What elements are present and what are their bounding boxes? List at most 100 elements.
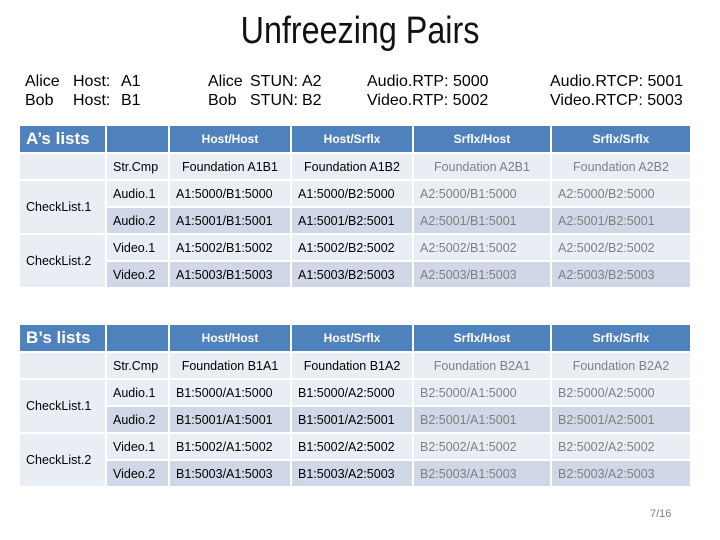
checklist-name: CheckList.1 — [18, 179, 107, 235]
pair-row: CheckList.1 Audio.1 B1:5000/A1:5000 B1:5000… — [18, 378, 692, 434]
info-value: A1 — [121, 73, 141, 90]
row-label: Audio.2 — [105, 405, 170, 434]
pair-cell: A1:5003/B2:5003 — [290, 260, 414, 289]
info-item: Audio.RTP: 5000 — [367, 73, 489, 91]
column-header: Srflx/Host — [412, 323, 552, 353]
column-header: Srflx/Srflx — [550, 124, 692, 154]
info-label: STUN: — [250, 73, 298, 90]
checklist-name: CheckList.2 — [18, 432, 107, 488]
foundation-cell: Foundation B1A1 — [168, 351, 292, 380]
info-text: Audio.RTCP: 5001 — [550, 73, 684, 90]
slide-title: Unfreezing Pairs — [240, 10, 480, 52]
pair-cell: B1:5001/A1:5001 — [168, 405, 292, 434]
info-name: Alice — [208, 73, 243, 90]
pair-cell: A2:5003/B1:5003 — [412, 260, 552, 289]
pair-cell: B2:5003/A2:5003 — [550, 459, 692, 488]
row-label: Str.Cmp — [105, 152, 170, 181]
header-row: B’s lists Host/Host Host/Srflx Srflx/Host Sr… — [18, 323, 692, 353]
pair-cell: A2:5003/B2:5003 — [550, 260, 692, 289]
foundation-cell: Foundation B2A2 — [550, 351, 692, 380]
info-text: Audio.RTP: 5000 — [367, 73, 489, 90]
blank-cell — [18, 351, 107, 380]
pair-cell: A1:5001/B2:5001 — [290, 206, 414, 235]
component-row: Str.Cmp Foundation A1B1 Foundation A1B2 Fou… — [18, 152, 692, 181]
header-blank — [105, 323, 170, 353]
table-title: A’s lists — [18, 124, 107, 154]
pair-cell: B1:5002/A1:5002 — [168, 432, 292, 461]
row-label: Video.2 — [105, 459, 170, 488]
column-header: Host/Srflx — [290, 124, 414, 154]
pair-row: CheckList.2 Video.1 A1:5002/B1:5002 A1:5002… — [18, 233, 692, 289]
info-label: Host: — [73, 92, 111, 109]
row-label: Video.2 — [105, 260, 170, 289]
pair-row: Video.2 B1:5003/A1:5003 B1:5003/A2:5003 B2:… — [19, 459, 692, 488]
column-header: Srflx/Host — [412, 124, 552, 154]
pair-cell: A2:5001/B2:5001 — [550, 206, 692, 235]
pair-cell: A2:5002/B2:5002 — [550, 233, 692, 262]
pair-cell: A1:5000/B2:5000 — [290, 179, 414, 208]
pair-cell: A2:5002/B1:5002 — [412, 233, 552, 262]
info-value: A2 — [302, 73, 322, 90]
table-title: B’s lists — [18, 323, 107, 353]
pair-cell: B1:5002/A2:5002 — [290, 432, 414, 461]
info-item: Alice Host: A1 — [25, 73, 141, 91]
info-value: B1 — [121, 92, 141, 109]
pair-cell: B1:5003/A2:5003 — [290, 459, 414, 488]
page-number: 7/16 — [650, 508, 672, 520]
foundation-cell: Foundation A2B1 — [412, 152, 552, 181]
row-label: Audio.1 — [105, 378, 170, 407]
foundation-cell: Foundation A1B2 — [290, 152, 414, 181]
info-item: Bob STUN: B2 — [208, 92, 322, 110]
pair-cell: A2:5000/B2:5000 — [550, 179, 692, 208]
info-item: Video.RTP: 5002 — [367, 92, 488, 110]
foundation-cell: Foundation A2B2 — [550, 152, 692, 181]
row-label: Video.1 — [105, 432, 170, 461]
row-label: Audio.1 — [105, 179, 170, 208]
foundation-cell: Foundation B2A1 — [412, 351, 552, 380]
pair-cell: B1:5003/A1:5003 — [168, 459, 292, 488]
info-item: Video.RTCP: 5003 — [550, 92, 683, 110]
column-header: Host/Host — [168, 323, 292, 353]
checklist-name: CheckList.2 — [18, 233, 107, 289]
pair-cell: A1:5000/B1:5000 — [168, 179, 292, 208]
pair-cell: B2:5000/A1:5000 — [412, 378, 552, 407]
pair-row: Audio.2 A1:5001/B1:5001 A1:5001/B2:5001 A2:… — [19, 206, 692, 235]
list-table: A’s lists Host/Host Host/Srflx Srflx/Host Sr… — [18, 124, 692, 289]
info-item: Audio.RTCP: 5001 — [550, 73, 683, 91]
pair-cell: B1:5000/A1:5000 — [168, 378, 292, 407]
pair-cell: B1:5001/A2:5001 — [290, 405, 414, 434]
info-label: STUN: — [250, 92, 298, 109]
foundation-cell: Foundation A1B1 — [168, 152, 292, 181]
header-row: A’s lists Host/Host Host/Srflx Srflx/Host Sr… — [18, 124, 692, 154]
foundation-cell: Foundation B1A2 — [290, 351, 414, 380]
pair-cell: A1:5003/B1:5003 — [168, 260, 292, 289]
row-label: Audio.2 — [105, 206, 170, 235]
pair-cell: B2:5003/A1:5003 — [412, 459, 552, 488]
row-label: Video.1 — [105, 233, 170, 262]
info-text: Video.RTP: 5002 — [367, 92, 489, 109]
pair-cell: A1:5001/B1:5001 — [168, 206, 292, 235]
info-text: Video.RTCP: 5003 — [550, 92, 683, 109]
info-item: Bob Host: B1 — [25, 92, 141, 110]
info-name: Bob — [25, 92, 54, 109]
pair-cell: A1:5002/B1:5002 — [168, 233, 292, 262]
pair-cell: B2:5001/A1:5001 — [412, 405, 552, 434]
component-row: Str.Cmp Foundation B1A1 Foundation B1A2 Fou… — [18, 351, 692, 380]
pair-row: CheckList.2 Video.1 B1:5002/A1:5002 B1:5002… — [18, 432, 692, 488]
pair-cell: B2:5002/A2:5002 — [550, 432, 692, 461]
pair-cell: B1:5000/A2:5000 — [290, 378, 414, 407]
info-name: Alice — [25, 73, 60, 90]
info-label: Host: — [73, 73, 111, 90]
info-value: B2 — [302, 92, 322, 109]
header-blank — [105, 124, 170, 154]
pair-cell: A2:5000/B1:5000 — [412, 179, 552, 208]
list-table: B’s lists Host/Host Host/Srflx Srflx/Host Sr… — [18, 323, 692, 488]
pair-row: Audio.2 B1:5001/A1:5001 B1:5001/A2:5001 B2:… — [19, 405, 692, 434]
pair-cell: B2:5000/A2:5000 — [550, 378, 692, 407]
column-header: Host/Srflx — [290, 323, 414, 353]
row-label: Str.Cmp — [105, 351, 170, 380]
column-header: Host/Host — [168, 124, 292, 154]
pair-cell: B2:5001/A2:5001 — [550, 405, 692, 434]
column-header: Srflx/Srflx — [550, 323, 692, 353]
